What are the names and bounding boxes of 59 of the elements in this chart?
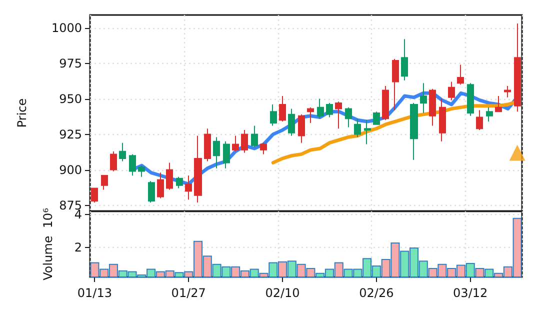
candlestick xyxy=(345,106,352,128)
candlestick xyxy=(307,106,314,124)
candlestick xyxy=(213,136,220,169)
candlestick xyxy=(410,102,418,160)
candlestick xyxy=(251,125,258,148)
candlestick xyxy=(129,154,136,176)
candlestick xyxy=(241,130,248,154)
candlestick xyxy=(382,86,389,121)
candlestick xyxy=(91,188,98,203)
candlestick xyxy=(439,98,446,142)
candlestick xyxy=(110,150,117,172)
y-tick-label: 900 xyxy=(59,162,82,177)
candlestick xyxy=(157,172,164,199)
candlestick xyxy=(194,135,202,203)
y-tick-label: 925 xyxy=(59,127,82,142)
candlestick xyxy=(298,114,305,144)
candlestick xyxy=(288,108,295,136)
candlestick xyxy=(467,82,474,116)
candlestick xyxy=(317,98,324,120)
y-tick-label: 950 xyxy=(59,92,82,106)
candlestick xyxy=(204,128,211,162)
candlestick xyxy=(354,118,361,138)
candlestick xyxy=(514,23,521,112)
y-tick-label: 975 xyxy=(59,56,82,70)
candlestick xyxy=(223,140,230,169)
candlestick xyxy=(232,135,239,152)
candlestick xyxy=(420,82,427,114)
y-tick-label: 1000 xyxy=(51,20,82,35)
candlestick xyxy=(138,165,145,178)
y-axis-title: Price xyxy=(15,98,29,128)
candlestick xyxy=(335,101,342,130)
candlestick xyxy=(166,162,173,190)
y-tick-label: 2 xyxy=(74,240,82,254)
candlestick xyxy=(448,81,455,101)
candlestick xyxy=(486,106,493,122)
y-axis-title: Volume 10⁶ xyxy=(41,208,55,280)
candlestick xyxy=(429,88,436,126)
x-tick-label: 02/26 xyxy=(359,286,394,300)
candlestick xyxy=(373,111,380,125)
x-tick-label: 02/10 xyxy=(265,286,300,300)
candlestick xyxy=(148,180,155,203)
candlestick xyxy=(457,64,464,86)
x-tick-label: 03/12 xyxy=(453,286,488,300)
candlestick xyxy=(504,86,511,98)
candlestick xyxy=(185,174,192,200)
candlestick xyxy=(401,38,408,81)
candlestick xyxy=(495,95,502,112)
candlestick xyxy=(476,110,483,131)
candlestick xyxy=(260,142,267,155)
candlestick xyxy=(101,174,108,190)
candlestick xyxy=(119,142,126,162)
candlestick xyxy=(364,120,371,145)
candlestick xyxy=(392,58,399,111)
candlestick xyxy=(176,176,183,189)
candlestick xyxy=(270,104,277,126)
candlestick xyxy=(279,95,286,122)
candlestick xyxy=(326,102,333,118)
x-tick-label: 01/27 xyxy=(171,286,206,300)
x-tick-label: 01/13 xyxy=(77,286,112,300)
